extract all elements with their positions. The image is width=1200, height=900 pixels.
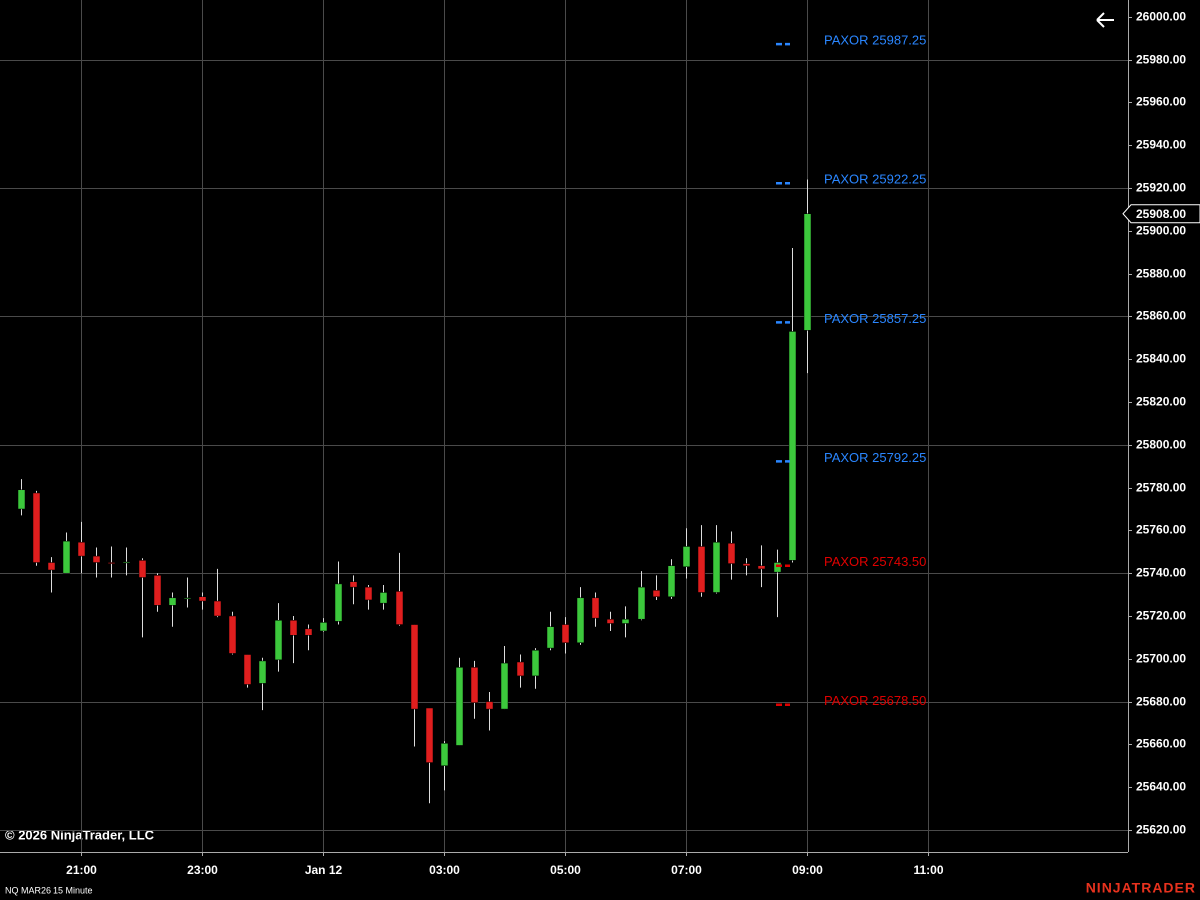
candle-body <box>652 590 661 597</box>
y-tick-label: 25620.00 <box>1136 823 1186 837</box>
y-tick-label: 25860.00 <box>1136 309 1186 323</box>
candle-body <box>258 660 267 684</box>
level-label: PAXOR 25987.25 <box>824 33 926 48</box>
instrument: NQ MAR26 <box>5 885 51 895</box>
candle-body <box>183 597 192 600</box>
y-tick-label: 25980.00 <box>1136 53 1186 67</box>
candle-body <box>47 562 56 571</box>
candle-body <box>107 562 116 564</box>
y-tick-label: 25840.00 <box>1136 352 1186 366</box>
brand-logo: NINJATRADER <box>1086 880 1196 896</box>
x-tick-label: 21:00 <box>66 863 97 877</box>
candle-body <box>712 541 721 593</box>
candle-body <box>440 743 449 767</box>
y-tick-label: 25740.00 <box>1136 566 1186 580</box>
y-tick-label: 25700.00 <box>1136 652 1186 666</box>
level-label: PAXOR 25678.50 <box>824 693 926 708</box>
period: 15 Minute <box>53 885 93 895</box>
candle-body <box>576 597 585 643</box>
candle-body <box>697 546 706 593</box>
candle-body <box>621 618 630 624</box>
level-label: PAXOR 25743.50 <box>824 554 926 569</box>
candle-body <box>727 543 736 564</box>
last-price-tag <box>1122 204 1200 224</box>
level-label: PAXOR 25792.25 <box>824 450 926 465</box>
candle-body <box>198 596 207 602</box>
candle-body <box>228 615 237 654</box>
y-tick-label: 25960.00 <box>1136 95 1186 109</box>
candle-body <box>637 586 646 620</box>
candle-body <box>410 624 419 710</box>
x-tick-label: 23:00 <box>187 863 218 877</box>
x-tick-label: Jan 12 <box>305 863 343 877</box>
candle-body <box>77 541 86 557</box>
y-tick-label: 25940.00 <box>1136 138 1186 152</box>
candle-body <box>425 707 434 763</box>
x-tick-label: 09:00 <box>792 863 823 877</box>
x-tick-label: 11:00 <box>913 863 943 877</box>
y-tick-label: 25640.00 <box>1136 780 1186 794</box>
level-label: PAXOR 25857.25 <box>824 311 926 326</box>
candle-body <box>788 331 797 561</box>
candle-body <box>243 654 252 685</box>
y-tick-label: 26000.00 <box>1136 10 1186 24</box>
last-price-label: 25908.00 <box>1136 207 1186 221</box>
y-tick-label: 25680.00 <box>1136 695 1186 709</box>
candle-body <box>500 662 509 710</box>
candle-body <box>742 563 751 566</box>
candle-body <box>682 546 691 568</box>
y-tick-label: 25900.00 <box>1136 224 1186 238</box>
candle-body <box>546 626 555 649</box>
level-label: PAXOR 25922.25 <box>824 172 926 187</box>
candle-body <box>470 667 479 703</box>
candle-body <box>274 620 283 661</box>
copyright: © 2026 NinjaTrader, LLC <box>5 827 155 842</box>
candle-body <box>138 560 147 578</box>
candle-body <box>32 492 41 563</box>
candle-body <box>62 540 71 574</box>
y-tick-label: 25660.00 <box>1136 737 1186 751</box>
candle-body <box>591 597 600 619</box>
candle-body <box>531 649 540 677</box>
y-tick-label: 25920.00 <box>1136 181 1186 195</box>
candle-body <box>319 622 328 632</box>
candle-body <box>289 620 298 636</box>
candle-body <box>803 213 812 331</box>
candle-body <box>168 597 177 606</box>
candle-body <box>213 600 222 617</box>
back-arrow[interactable] <box>1096 12 1114 28</box>
candle-body <box>92 555 101 563</box>
candle-body <box>379 592 388 604</box>
y-tick-label: 25760.00 <box>1136 523 1186 537</box>
y-tick-label: 25820.00 <box>1136 395 1186 409</box>
candle-body <box>349 581 358 588</box>
candle-body <box>516 661 525 677</box>
candle-body <box>561 624 570 643</box>
candle-body <box>757 565 766 570</box>
candle-body <box>773 562 782 573</box>
y-tick-label: 25800.00 <box>1136 438 1186 452</box>
candle-body <box>122 561 131 564</box>
y-tick-label: 25780.00 <box>1136 481 1186 495</box>
x-tick-label: 07:00 <box>671 863 702 877</box>
candle-body <box>304 628 313 636</box>
candle-body <box>364 586 373 601</box>
x-tick-label: 05:00 <box>550 863 581 877</box>
y-tick-label: 25880.00 <box>1136 267 1186 281</box>
candle-body <box>606 618 615 624</box>
candle-body <box>395 591 404 625</box>
candle-body <box>153 575 162 606</box>
candle-body <box>667 565 676 597</box>
x-tick-label: 03:00 <box>429 863 460 877</box>
candle-body <box>485 701 494 710</box>
candle-body <box>334 583 343 622</box>
candle-body <box>455 667 464 746</box>
y-tick-label: 25720.00 <box>1136 609 1186 623</box>
candle-body <box>17 489 26 510</box>
